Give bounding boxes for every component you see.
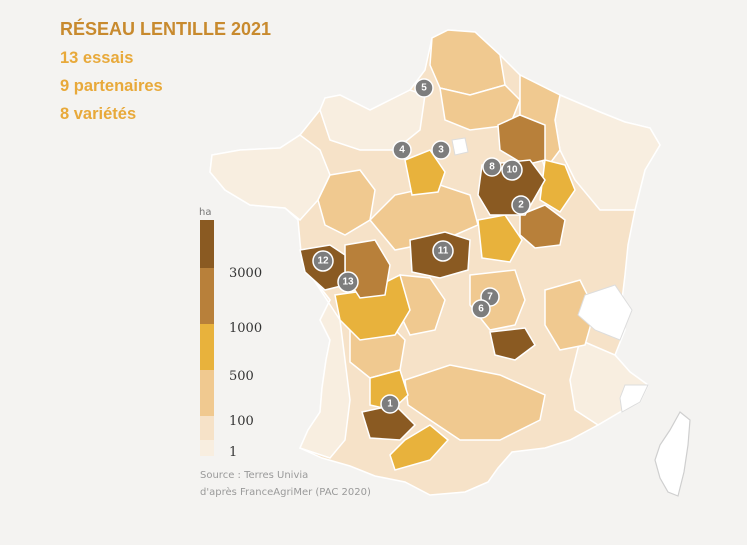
legend-swatch-under-1: [200, 440, 214, 456]
stat-partners: 9 partenaires: [60, 77, 163, 95]
stat-varieties: 8 variétés: [60, 105, 137, 123]
legend-swatch-over-3000: [200, 220, 214, 268]
svg-text:11: 11: [438, 246, 449, 257]
trial-marker-5: 5: [414, 78, 434, 98]
trial-marker-13: 13: [337, 271, 359, 293]
region-savoie: [577, 284, 633, 341]
svg-text:5: 5: [421, 83, 427, 94]
map-title: RÉSEAU LENTILLE 2021: [60, 19, 272, 39]
region-rhone: [544, 279, 596, 351]
trial-marker-3: 3: [431, 140, 451, 160]
trial-marker-11: 11: [432, 240, 454, 262]
legend-color-bar: [200, 220, 214, 456]
region-southwest-light: [298, 261, 351, 459]
svg-text:13: 13: [342, 277, 354, 288]
region-marne: [497, 114, 546, 166]
svg-text:2: 2: [518, 200, 524, 211]
region-paris: [451, 137, 469, 156]
region-eure: [404, 149, 446, 196]
trial-marker-4: 4: [392, 140, 412, 160]
svg-text:7: 7: [487, 292, 493, 303]
legend-tick-3000: 3000: [229, 266, 263, 281]
region-picardy: [439, 84, 521, 131]
region-north: [429, 29, 506, 96]
region-alpes-maritimes: [619, 384, 649, 413]
region-cote-dor: [519, 204, 566, 249]
region-southeast-light: [569, 338, 649, 426]
svg-text:10: 10: [506, 165, 518, 176]
region-midi: [404, 364, 546, 441]
legend-tick-1000: 1000: [229, 321, 263, 336]
legend-swatch-1-100: [200, 416, 214, 440]
source-line-1: Source : Terres Univia: [200, 470, 309, 481]
stat-trials: 13 essais: [60, 49, 134, 67]
legend-tick-100: 100: [229, 414, 254, 429]
region-aude: [389, 424, 450, 471]
trial-marker-6: 6: [471, 299, 491, 319]
svg-text:8: 8: [489, 162, 495, 173]
corsica: [654, 411, 691, 497]
source-line-2: d'après FranceAgriMer (PAC 2020): [200, 487, 371, 498]
svg-text:4: 4: [399, 145, 405, 156]
trial-marker-10: 10: [501, 159, 523, 181]
legend-swatch-100-500: [200, 370, 214, 416]
svg-text:6: 6: [478, 304, 484, 315]
trial-marker-12: 12: [312, 250, 334, 272]
legend-swatch-500-1000: [200, 324, 214, 370]
legend-tick-1: 1: [229, 445, 238, 460]
svg-text:3: 3: [438, 145, 444, 156]
region-haute-loire: [489, 327, 536, 361]
region-brittany: [209, 134, 331, 222]
trial-marker-8: 8: [482, 157, 502, 177]
svg-text:1: 1: [387, 399, 393, 410]
region-sarthe: [317, 169, 376, 236]
region-haute-marne: [539, 159, 576, 214]
legend-tick-500: 500: [229, 369, 254, 384]
trial-marker-2: 2: [511, 195, 531, 215]
legend-swatch-1000-3000: [200, 268, 214, 324]
svg-text:12: 12: [317, 256, 329, 267]
trial-marker-1: 1: [380, 394, 400, 414]
legend-unit: ha: [199, 207, 212, 218]
region-yonne: [477, 214, 523, 263]
